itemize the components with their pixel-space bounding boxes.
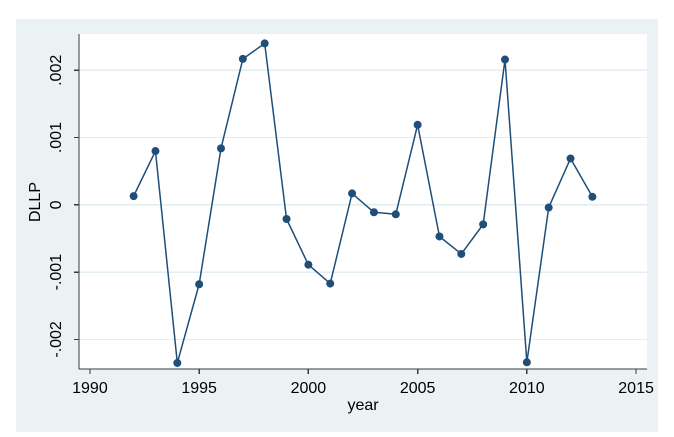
data-point	[129, 192, 138, 201]
x-tick-label: 2000	[291, 380, 327, 397]
chart-figure: 1990 1995 2000 2005 2010 2015 -.002 -.001 0 .001…	[16, 19, 658, 432]
x-tick-label: 2015	[618, 380, 654, 397]
y-tick-label: -.002	[48, 321, 65, 358]
data-point	[238, 54, 247, 63]
data-point	[260, 39, 269, 48]
data-point	[479, 220, 488, 229]
series-line	[132, 42, 594, 364]
data-point	[304, 260, 313, 269]
data-series	[129, 39, 597, 367]
x-tick-label: 2010	[509, 380, 545, 397]
line-chart: 1990 1995 2000 2005 2010 2015 -.002 -.001 0 .001…	[27, 34, 654, 414]
data-point	[151, 147, 160, 156]
data-point	[282, 214, 291, 223]
x-tick-label: 1995	[181, 380, 217, 397]
y-tick-label: .002	[48, 55, 65, 86]
data-point	[588, 192, 597, 201]
data-point	[544, 203, 553, 212]
y-tick-label: -.001	[48, 254, 65, 291]
x-axis-title: year	[347, 397, 379, 414]
data-point	[522, 358, 531, 367]
data-point	[501, 55, 509, 64]
data-point	[217, 144, 225, 153]
data-point	[457, 249, 466, 258]
data-point	[195, 280, 204, 289]
data-point	[173, 358, 182, 367]
data-point	[348, 189, 357, 198]
x-tick-label: 1990	[72, 380, 108, 397]
data-point	[326, 279, 335, 288]
data-point	[435, 232, 444, 241]
axes	[78, 34, 647, 370]
gridlines	[79, 69, 647, 341]
x-tick-label: 2005	[400, 380, 436, 397]
plot-area	[79, 34, 647, 369]
y-tick-label: .001	[48, 122, 65, 153]
y-tick-labels: -.002 -.001 0 .001 .002	[48, 55, 65, 358]
tick-marks	[74, 69, 637, 374]
data-point	[413, 120, 422, 129]
y-tick-label: 0	[48, 200, 65, 209]
data-point	[391, 210, 400, 219]
x-tick-labels: 1990 1995 2000 2005 2010 2015	[72, 380, 654, 397]
y-axis-title: DLLP	[27, 182, 44, 222]
data-point	[369, 208, 378, 217]
data-point	[566, 154, 575, 163]
